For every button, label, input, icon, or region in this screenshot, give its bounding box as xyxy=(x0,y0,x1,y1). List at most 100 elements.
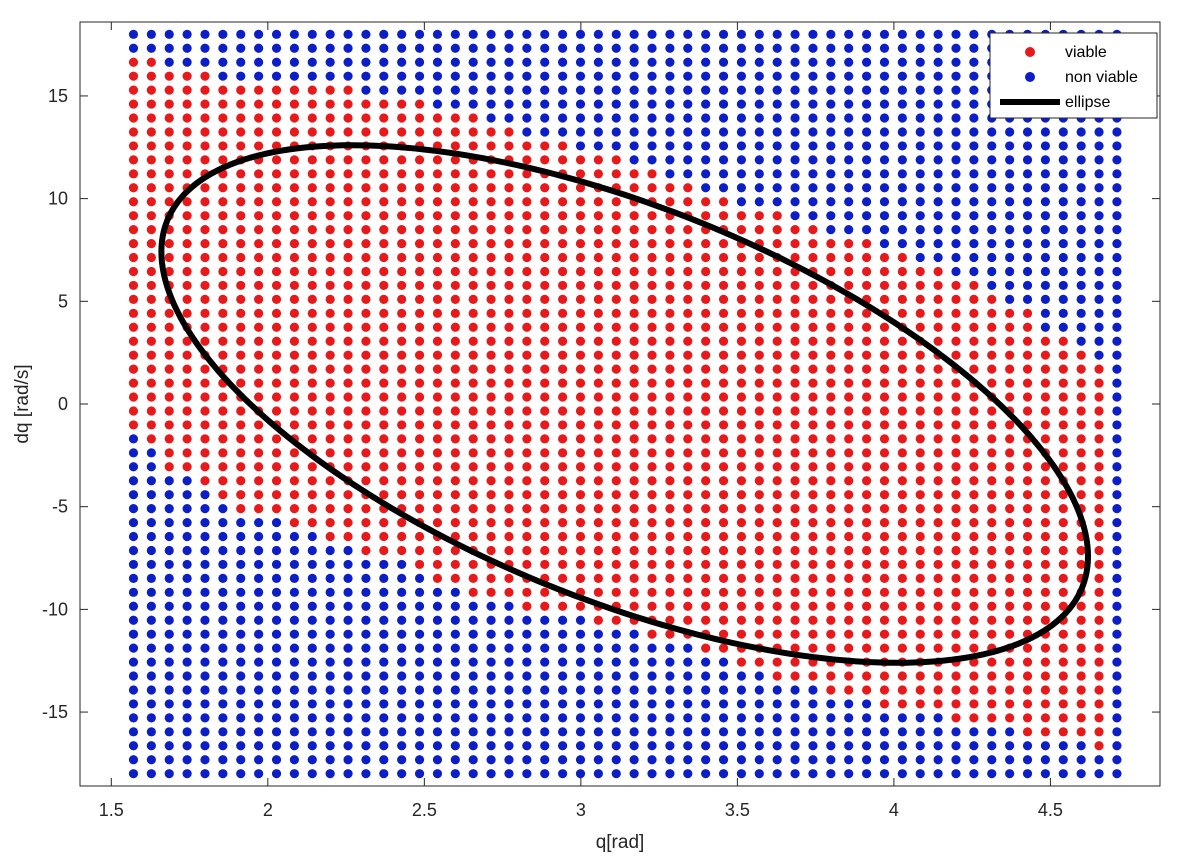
non-viable-point xyxy=(665,671,675,681)
non-viable-point xyxy=(200,629,210,639)
non-viable-point xyxy=(1094,211,1104,221)
viable-point xyxy=(826,573,836,583)
viable-point xyxy=(522,517,532,528)
non-viable-point xyxy=(164,643,174,653)
non-viable-point xyxy=(414,43,425,53)
non-viable-point xyxy=(575,113,586,123)
viable-point xyxy=(450,559,460,570)
non-viable-point xyxy=(522,113,532,123)
non-viable-point xyxy=(647,657,657,667)
non-viable-point xyxy=(522,615,532,625)
viable-point xyxy=(271,169,282,179)
non-viable-point xyxy=(432,615,443,625)
viable-point xyxy=(432,238,443,249)
viable-point xyxy=(575,308,586,318)
non-viable-point xyxy=(128,517,139,528)
non-viable-point xyxy=(486,43,496,53)
non-viable-point xyxy=(1112,252,1122,263)
non-viable-point xyxy=(1094,294,1104,304)
non-viable-point xyxy=(432,601,443,611)
viable-point xyxy=(951,294,961,304)
viable-point xyxy=(379,183,389,193)
viable-point xyxy=(236,141,246,151)
viable-point xyxy=(486,336,496,346)
non-viable-point xyxy=(522,57,532,67)
non-viable-point xyxy=(200,671,210,681)
non-viable-point xyxy=(468,629,478,639)
non-viable-point xyxy=(379,769,389,779)
viable-point xyxy=(1094,378,1104,388)
viable-point xyxy=(343,378,353,388)
viable-point xyxy=(629,434,639,444)
non-viable-point xyxy=(1112,476,1122,486)
non-viable-point xyxy=(450,57,460,67)
non-viable-point xyxy=(665,643,675,653)
non-viable-point xyxy=(665,141,675,151)
viable-point xyxy=(486,197,496,207)
non-viable-point xyxy=(754,183,764,193)
viable-point xyxy=(1022,364,1033,374)
viable-point xyxy=(540,322,550,332)
viable-point xyxy=(540,350,550,360)
viable-point xyxy=(808,378,818,388)
viable-point xyxy=(808,629,818,639)
viable-point xyxy=(486,225,496,235)
viable-point xyxy=(808,406,818,416)
viable-point xyxy=(325,420,335,430)
non-viable-point xyxy=(146,448,156,458)
viable-point xyxy=(146,183,156,193)
viable-point xyxy=(683,406,693,416)
non-viable-point xyxy=(718,183,729,193)
viable-point xyxy=(897,504,907,514)
viable-point xyxy=(397,211,407,221)
viable-point xyxy=(450,252,460,263)
non-viable-point xyxy=(826,225,836,235)
viable-point xyxy=(861,392,872,402)
non-viable-point xyxy=(736,43,747,53)
non-viable-point xyxy=(468,99,478,109)
viable-point xyxy=(701,587,711,597)
non-viable-point xyxy=(146,769,156,779)
non-viable-point xyxy=(307,559,317,570)
viable-point xyxy=(218,476,228,486)
viable-point xyxy=(611,559,621,570)
non-viable-point xyxy=(629,113,639,123)
viable-point xyxy=(718,322,729,332)
viable-point xyxy=(897,685,907,695)
non-viable-point xyxy=(236,741,246,751)
viable-point xyxy=(486,490,496,500)
viable-point xyxy=(772,238,782,249)
viable-point xyxy=(522,266,532,277)
viable-point xyxy=(218,197,228,207)
viable-point xyxy=(236,99,246,109)
viable-point xyxy=(647,183,657,193)
viable-point xyxy=(414,364,425,374)
non-viable-point xyxy=(826,43,836,53)
non-viable-point xyxy=(504,685,514,695)
viable-point xyxy=(540,238,550,249)
non-viable-point xyxy=(397,85,407,95)
viable-point xyxy=(736,476,747,486)
non-viable-point xyxy=(629,769,639,779)
viable-point xyxy=(504,294,514,304)
viable-point xyxy=(146,211,156,221)
viable-point xyxy=(361,476,371,486)
non-viable-point xyxy=(1022,755,1033,765)
non-viable-point xyxy=(540,71,550,81)
viable-point xyxy=(987,434,997,444)
viable-point xyxy=(593,364,603,374)
non-viable-point xyxy=(879,43,890,53)
viable-point xyxy=(861,364,872,374)
non-viable-point xyxy=(343,755,353,765)
viable-point xyxy=(522,308,532,318)
viable-point xyxy=(683,308,693,318)
non-viable-point xyxy=(575,657,586,667)
viable-point xyxy=(629,350,639,360)
viable-point xyxy=(182,350,192,360)
non-viable-point xyxy=(1112,531,1122,542)
viable-point xyxy=(1005,308,1015,318)
viable-point xyxy=(486,531,496,542)
viable-point xyxy=(718,587,729,597)
viable-point xyxy=(969,713,979,723)
viable-point xyxy=(933,699,943,709)
